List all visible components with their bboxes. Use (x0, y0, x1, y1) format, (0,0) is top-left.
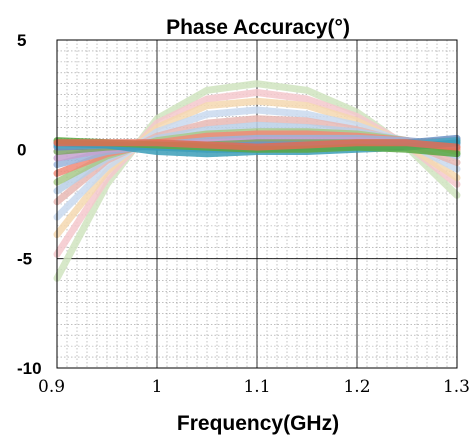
chart-title: Phase Accuracy(°) (166, 16, 350, 39)
x-tick-labels: 0.9 1 1.1 1.2 1.3 (38, 377, 470, 397)
y-tick-labels: 5 0 -5 -10 (17, 31, 42, 378)
plot-frame (56, 39, 458, 369)
x-axis-label: Frequency(GHz) (177, 412, 339, 435)
series-layer (53, 80, 461, 282)
y-tick-label: -5 (17, 250, 32, 269)
y-tick-label: -10 (17, 359, 42, 378)
x-tick-label: 0.9 (38, 377, 65, 397)
series-line-16 (53, 139, 461, 151)
y-tick-label: 0 (17, 140, 26, 159)
x-tick-label: 1.2 (343, 377, 370, 397)
x-tick-label: 1.1 (243, 377, 270, 397)
x-tick-label: 1.3 (443, 377, 470, 397)
x-tick-label: 1 (152, 377, 163, 397)
y-tick-label: 5 (17, 31, 26, 50)
